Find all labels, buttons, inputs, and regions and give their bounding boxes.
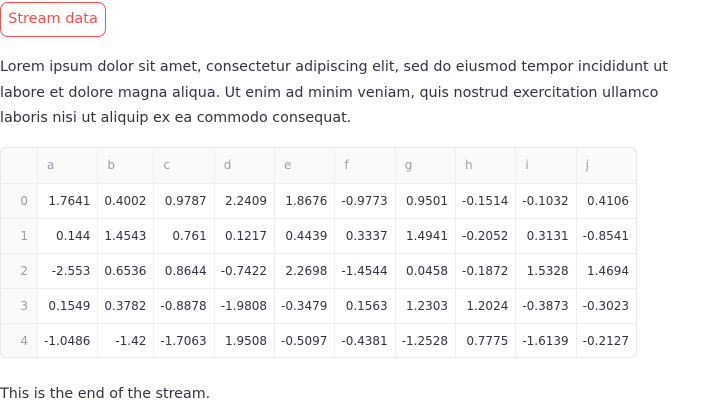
table-cell[interactable]: 1.4694 xyxy=(576,253,636,289)
table-cell[interactable]: 1.5328 xyxy=(515,253,577,289)
column-header[interactable]: a xyxy=(37,148,99,184)
column-header[interactable]: g xyxy=(395,148,457,184)
table-cell[interactable]: -0.8541 xyxy=(576,218,636,254)
column-header[interactable]: c xyxy=(153,148,215,184)
table-cell[interactable]: 0.3782 xyxy=(97,288,155,324)
table-cell[interactable]: -0.2127 xyxy=(582,333,629,348)
table-row: 1 0.144 1.4543 0.761 0.1217 0.4439 0.333… xyxy=(1,218,636,254)
table-cell[interactable]: 2.2698 xyxy=(274,253,336,289)
table-cell[interactable]: 0.9787 xyxy=(153,183,215,219)
stream-data-button[interactable]: Stream data xyxy=(0,2,106,37)
table-cell[interactable]: -1.4544 xyxy=(334,253,396,289)
table-cell[interactable]: 1.9508 xyxy=(214,323,276,357)
table-cell[interactable]: 0.144 xyxy=(37,218,99,254)
column-header[interactable]: d xyxy=(214,148,276,184)
table-cell[interactable]: -1.0486 xyxy=(37,323,99,357)
column-header[interactable]: j xyxy=(576,148,636,184)
table-cell[interactable]: 0.4439 xyxy=(274,218,336,254)
table-cell[interactable]: 0.8644 xyxy=(153,253,215,289)
column-header[interactable]: h xyxy=(455,148,517,184)
table-cell[interactable]: -0.3023 xyxy=(576,288,636,324)
table-cell[interactable]: -0.4381 xyxy=(334,323,396,357)
table-row: 3 0.1549 0.3782 -0.8878 -1.9808 -0.3479 … xyxy=(1,288,636,324)
column-header[interactable]: e xyxy=(274,148,336,184)
table-cell[interactable]: -0.5097 xyxy=(274,323,336,357)
table-cell[interactable]: 0.761 xyxy=(153,218,215,254)
table-cell[interactable]: 0.1549 xyxy=(37,288,99,324)
table-cell[interactable]: 0.3337 xyxy=(334,218,396,254)
row-index: 1 xyxy=(1,218,39,254)
table-cell[interactable]: 1.2303 xyxy=(395,288,457,324)
table-cell[interactable]: 1.8676 xyxy=(274,183,336,219)
table-cell[interactable]: -0.2052 xyxy=(455,218,517,254)
table-cell[interactable]: -1.6139 xyxy=(515,323,577,357)
table-cell[interactable]: -0.3479 xyxy=(274,288,336,324)
table-row: 2 -2.553 0.6536 0.8644 -0.7422 2.2698 -1… xyxy=(1,253,636,289)
table-cell[interactable]: 0.0458 xyxy=(395,253,457,289)
table-cell[interactable]: 0.6536 xyxy=(97,253,155,289)
table-cell[interactable]: -1.42 xyxy=(97,323,155,357)
table-cell[interactable]: 1.7641 xyxy=(37,183,99,219)
table-cell[interactable]: -1.9808 xyxy=(214,288,276,324)
table-row: 0 1.7641 0.4002 0.9787 2.2409 1.8676 -0.… xyxy=(1,183,636,219)
row-index: 2 xyxy=(1,253,39,289)
column-header[interactable]: i xyxy=(515,148,577,184)
table-cell[interactable]: 0.9501 xyxy=(395,183,457,219)
end-of-stream-text: This is the end of the stream. xyxy=(0,386,211,402)
row-index: 4 xyxy=(1,323,39,357)
table-cell[interactable]: 1.4543 xyxy=(97,218,155,254)
table-cell[interactable]: -0.8878 xyxy=(153,288,215,324)
table-cell[interactable]: -0.7422 xyxy=(214,253,276,289)
table-cell[interactable]: 0.1217 xyxy=(214,218,276,254)
index-header xyxy=(1,148,39,184)
table-cell[interactable]: -0.9773 xyxy=(334,183,396,219)
column-header[interactable]: b xyxy=(97,148,155,184)
dataframe[interactable]: a b c d e f g h i j 0 1.7641 0.4002 0. xyxy=(0,147,637,358)
table-cell[interactable]: 0.7775 xyxy=(455,323,517,357)
row-index: 0 xyxy=(1,183,39,219)
table-cell[interactable]: -0.1872 xyxy=(455,253,517,289)
table-row: 4 -1.0486 -1.42 -1.7063 1.9508 -0.5097 -… xyxy=(1,323,636,357)
table-cell[interactable]: 0.4106 xyxy=(576,183,636,219)
data-table: a b c d e f g h i j 0 1.7641 0.4002 0. xyxy=(1,148,636,357)
table-cell[interactable]: 2.2409 xyxy=(214,183,276,219)
table-cell[interactable]: -0.1032 xyxy=(515,183,577,219)
table-cell[interactable]: -0.3873 xyxy=(515,288,577,324)
table-cell[interactable]: 1.4941 xyxy=(395,218,457,254)
row-index: 3 xyxy=(1,288,39,324)
intro-paragraph: Lorem ipsum dolor sit amet, consectetur … xyxy=(0,59,668,126)
table-cell[interactable]: 0.3131 xyxy=(515,218,577,254)
table-cell[interactable]: 0.4002 xyxy=(97,183,155,219)
table-cell[interactable]: -1.2528 xyxy=(395,323,457,357)
table-cell[interactable]: -0.1514 xyxy=(455,183,517,219)
table-cell[interactable]: 0.1563 xyxy=(334,288,396,324)
column-header[interactable]: f xyxy=(334,148,396,184)
table-cell[interactable]: 1.2024 xyxy=(455,288,517,324)
table-cell[interactable]: -1.7063 xyxy=(153,323,215,357)
header-row: a b c d e f g h i j xyxy=(1,148,636,184)
table-cell[interactable]: -2.553 xyxy=(37,253,99,289)
